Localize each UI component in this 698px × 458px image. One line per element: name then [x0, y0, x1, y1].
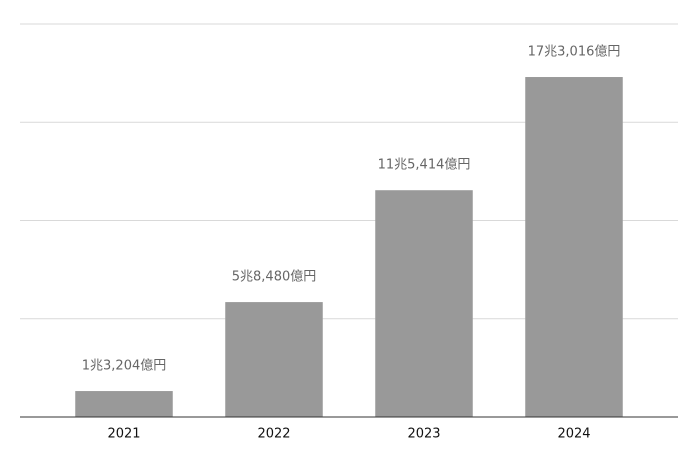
value-label: 17兆3,016億円: [528, 44, 621, 60]
bar: [75, 391, 173, 417]
x-tick-label: 2022: [257, 427, 290, 442]
value-label: 5兆8,480億円: [232, 269, 317, 285]
x-tick-label: 2021: [107, 427, 140, 442]
x-tick-label: 2024: [557, 427, 590, 442]
bar: [525, 77, 623, 417]
value-label: 11兆5,414億円: [378, 157, 471, 173]
bar: [225, 302, 323, 417]
value-label: 1兆3,204億円: [82, 358, 167, 374]
bar: [375, 190, 473, 417]
x-tick-label: 2023: [407, 427, 440, 442]
